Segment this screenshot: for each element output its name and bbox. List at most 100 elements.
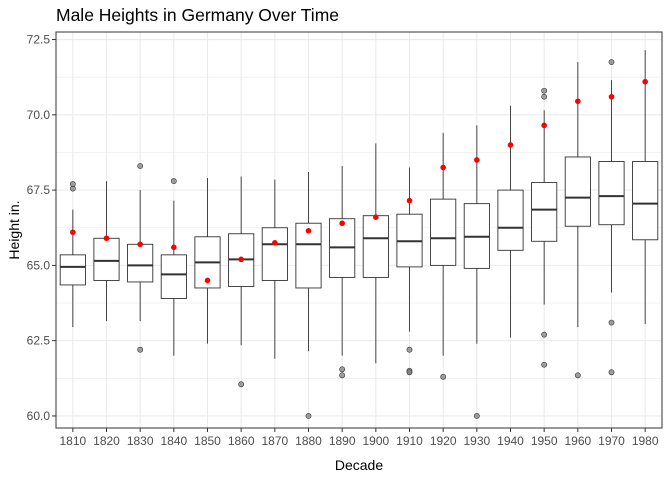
x-tick-label: 1890 bbox=[329, 434, 356, 448]
outlier-point bbox=[574, 372, 581, 379]
x-tick-label: 1830 bbox=[127, 434, 154, 448]
box-1900 bbox=[362, 143, 389, 364]
y-axis: 60.0 62.5 65.0 67.5 70.0 72.5 bbox=[27, 33, 56, 423]
outlier-point bbox=[238, 381, 245, 388]
x-tick-label: 1970 bbox=[598, 434, 625, 448]
box-1930 bbox=[463, 125, 490, 344]
outlier-point bbox=[608, 369, 615, 376]
box-iqr bbox=[598, 161, 625, 226]
x-tick-label: 1980 bbox=[632, 434, 659, 448]
box-iqr bbox=[127, 243, 154, 283]
box-1970 bbox=[598, 80, 625, 293]
x-axis: 1810 1820 1830 1840 1850 1860 1870 1880 1890 1900… bbox=[59, 428, 659, 448]
mean-point bbox=[406, 197, 413, 204]
box-iqr bbox=[430, 198, 457, 266]
mean-point bbox=[70, 229, 76, 236]
x-tick-label: 1920 bbox=[430, 434, 457, 448]
x-tick-label: 1840 bbox=[160, 434, 187, 448]
x-tick-label: 1900 bbox=[362, 434, 389, 448]
outlier-point bbox=[305, 413, 312, 419]
outlier-point bbox=[541, 361, 548, 368]
grid-minor bbox=[56, 76, 662, 379]
outlier-point bbox=[541, 331, 548, 338]
box-iqr bbox=[531, 182, 558, 242]
mean-point bbox=[204, 277, 211, 284]
mean-point bbox=[373, 214, 379, 221]
box-1890 bbox=[329, 166, 356, 356]
box-iqr bbox=[295, 222, 322, 289]
outlier-point bbox=[170, 178, 177, 184]
box-1820 bbox=[93, 181, 120, 322]
outlier-point bbox=[541, 87, 548, 94]
box-1810 bbox=[59, 209, 86, 328]
mean-point bbox=[541, 122, 547, 129]
box-1910 bbox=[396, 167, 423, 332]
outlier-point bbox=[69, 181, 76, 187]
x-tick-label: 1870 bbox=[261, 434, 288, 448]
grid-major bbox=[56, 32, 662, 428]
mean-point bbox=[103, 235, 110, 242]
mean-point bbox=[608, 93, 615, 100]
box-1980 bbox=[632, 50, 659, 325]
mean-point bbox=[642, 78, 648, 85]
box-iqr bbox=[632, 161, 659, 241]
outlier-point bbox=[473, 413, 480, 419]
outlier-point bbox=[339, 366, 346, 373]
outlier-point bbox=[137, 163, 144, 169]
outlier-point bbox=[406, 346, 413, 353]
mean-point bbox=[474, 157, 480, 163]
x-tick-label: 1850 bbox=[194, 434, 221, 448]
mean-point bbox=[507, 142, 514, 148]
box-1870 bbox=[261, 179, 288, 359]
x-tick-label: 1930 bbox=[463, 434, 490, 448]
box-iqr bbox=[93, 237, 120, 281]
box-1850 bbox=[194, 178, 221, 344]
y-tick-label: 67.5 bbox=[27, 183, 51, 197]
box-iqr bbox=[261, 227, 288, 281]
x-tick-label: 1940 bbox=[497, 434, 524, 448]
chart-title: Male Heights in Germany Over Time bbox=[56, 5, 340, 25]
y-axis-title: Height in. bbox=[6, 200, 22, 259]
box-iqr bbox=[362, 215, 389, 278]
x-tick-label: 1820 bbox=[93, 434, 120, 448]
x-tick-label: 1910 bbox=[396, 434, 423, 448]
box-1920 bbox=[430, 132, 457, 356]
x-tick-label: 1950 bbox=[531, 434, 558, 448]
box-1940 bbox=[497, 105, 524, 338]
mean-point bbox=[339, 220, 345, 227]
outlier-point bbox=[440, 373, 447, 380]
outlier-point bbox=[406, 369, 413, 376]
mean-point bbox=[575, 98, 581, 105]
outlier-points bbox=[69, 59, 615, 419]
box-iqr bbox=[497, 189, 524, 251]
y-tick-label: 65.0 bbox=[27, 258, 51, 272]
y-tick-label: 70.0 bbox=[27, 108, 51, 122]
x-tick-label: 1810 bbox=[59, 434, 86, 448]
outlier-point bbox=[137, 346, 144, 353]
x-tick-label: 1860 bbox=[228, 434, 255, 448]
mean-point bbox=[238, 256, 244, 263]
x-tick-label: 1960 bbox=[564, 434, 591, 448]
y-tick-label: 72.5 bbox=[27, 33, 51, 47]
box-1840 bbox=[160, 200, 187, 356]
boxes bbox=[59, 50, 659, 364]
y-tick-label: 62.5 bbox=[27, 334, 51, 348]
box-iqr bbox=[564, 156, 591, 227]
outlier-point bbox=[541, 93, 548, 100]
box-iqr bbox=[59, 254, 86, 286]
outlier-point bbox=[608, 59, 615, 66]
x-axis-title: Decade bbox=[335, 457, 383, 473]
box-1830 bbox=[127, 190, 154, 322]
mean-point bbox=[171, 244, 177, 251]
outlier-point bbox=[608, 319, 615, 326]
box-1880 bbox=[295, 172, 322, 352]
mean-point bbox=[272, 239, 278, 246]
box-1960 bbox=[564, 62, 591, 328]
panel-border bbox=[55, 31, 663, 429]
mean-point bbox=[137, 241, 143, 248]
x-tick-label: 1880 bbox=[295, 434, 322, 448]
mean-points bbox=[70, 78, 648, 284]
outlier-point bbox=[339, 372, 346, 379]
mean-point bbox=[305, 227, 312, 234]
